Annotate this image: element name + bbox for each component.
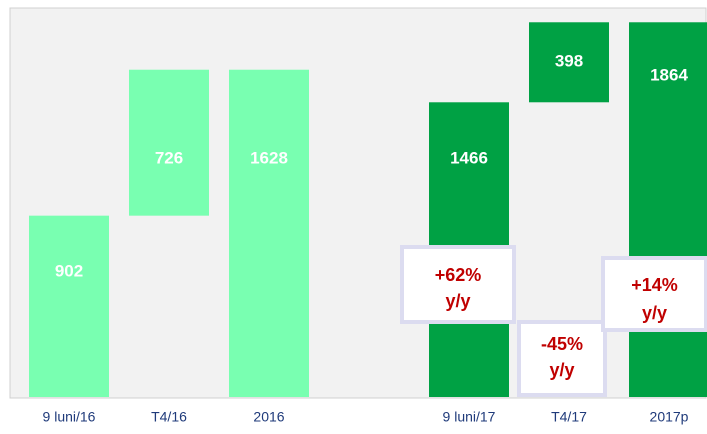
bar: [629, 22, 707, 398]
annotation-box: [400, 245, 516, 324]
annotation-text: +62%: [435, 265, 482, 285]
annotation-text: -45%: [541, 334, 583, 354]
x-tick-label: T4/17: [551, 409, 587, 425]
value-label: 726: [155, 148, 183, 167]
bar: [529, 22, 609, 103]
annotation-text: y/y: [549, 360, 574, 380]
x-tick-label: 2016: [253, 409, 284, 425]
value-label: 398: [555, 51, 583, 70]
value-label: 1864: [650, 65, 688, 84]
value-label: 1628: [250, 148, 288, 167]
value-label: 902: [55, 261, 83, 280]
annotation-box: [601, 256, 707, 332]
value-label: 1466: [450, 148, 488, 167]
x-tick-label: 9 luni/16: [43, 409, 96, 425]
x-tick-label: T4/16: [151, 409, 187, 425]
annotation-text: +14%: [631, 275, 678, 295]
bar: [129, 69, 209, 216]
annotation-text: y/y: [642, 303, 667, 323]
x-tick-label: 2017p: [650, 409, 689, 425]
x-tick-label: 9 luni/17: [443, 409, 496, 425]
annotation-box: [517, 320, 607, 397]
bar: [229, 69, 309, 397]
annotation-text: y/y: [445, 291, 470, 311]
bar: [29, 215, 109, 397]
